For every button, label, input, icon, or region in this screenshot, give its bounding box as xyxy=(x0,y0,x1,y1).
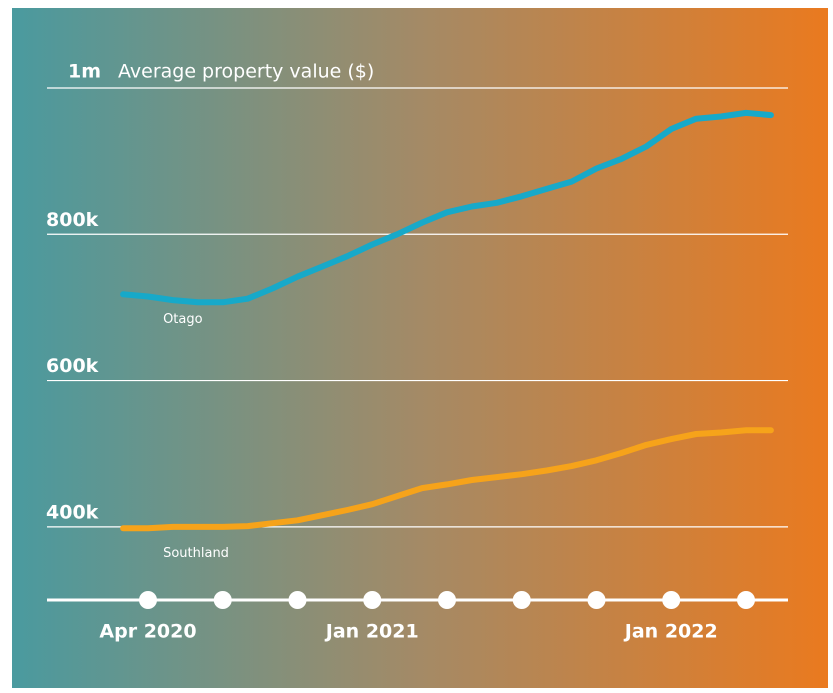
x-tick-label: Jan 2021 xyxy=(324,621,419,643)
x-tick-dot xyxy=(512,591,531,609)
y-tick-label: 1m xyxy=(68,61,101,83)
y-tick-label: 400k xyxy=(46,501,99,523)
x-tick-dot xyxy=(662,591,681,609)
background xyxy=(12,8,828,688)
series-label: Otago xyxy=(163,312,203,327)
x-tick-dot xyxy=(363,591,382,609)
x-tick-dot xyxy=(288,591,307,609)
series-label: Southland xyxy=(163,546,229,561)
x-tick-dot xyxy=(139,591,157,609)
y-tick-label: 600k xyxy=(46,355,99,377)
y-tick-label: 800k xyxy=(46,209,99,231)
series-line xyxy=(120,109,774,306)
series-line xyxy=(120,427,774,532)
x-tick-dot xyxy=(213,591,232,609)
x-tick-label: Jan 2022 xyxy=(623,621,718,643)
x-tick-label: Apr 2020 xyxy=(99,621,196,643)
x-tick-dot xyxy=(737,591,755,609)
x-tick-dot xyxy=(587,591,606,609)
chart-title: Average property value ($) xyxy=(118,61,374,83)
x-tick-dot xyxy=(438,591,456,609)
